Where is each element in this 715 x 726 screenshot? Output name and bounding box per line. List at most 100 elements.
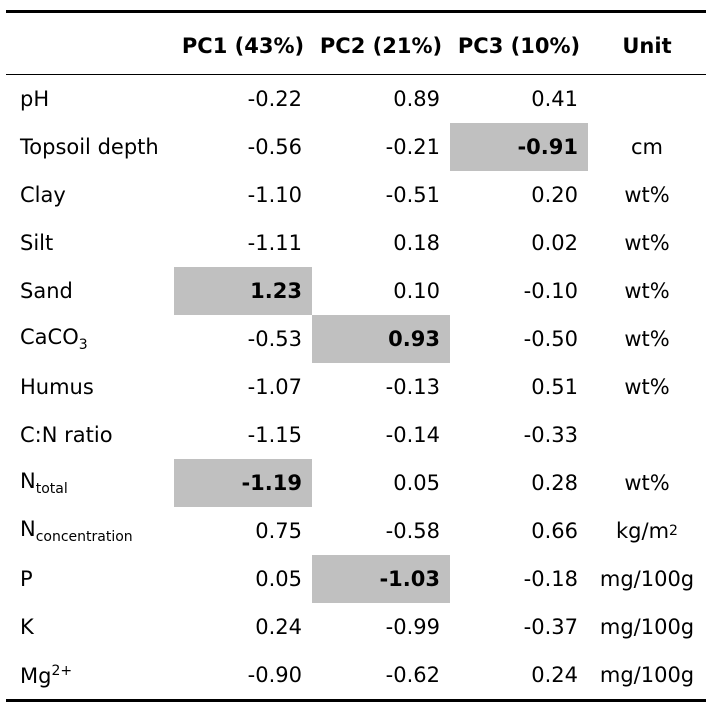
variable-name: P xyxy=(6,555,174,603)
variable-text: Humus xyxy=(20,375,94,399)
unit-text: cm xyxy=(630,135,663,159)
unit-cell: kg/m 2 xyxy=(588,507,706,555)
pc1-value: 0.75 xyxy=(255,519,302,543)
variable-name: C:N ratio xyxy=(6,411,174,459)
unit-cell: wt% xyxy=(588,315,706,363)
variable-name: Mg2+ xyxy=(6,651,174,699)
unit-cell: cm xyxy=(588,123,706,171)
header-pc1: PC1 (43%) xyxy=(181,33,305,58)
variable-label: P xyxy=(20,567,33,591)
variable-label: pH xyxy=(20,87,49,111)
header-unit: Unit xyxy=(622,33,672,58)
pc3-value: 0.51 xyxy=(531,375,578,399)
pc2-value: 0.10 xyxy=(393,279,440,303)
table-row: Nconcentration 0.75 -0.58 0.66 kg/m 2 xyxy=(6,507,706,555)
unit-cell: wt% xyxy=(588,363,706,411)
variable-label: CaCO3 xyxy=(20,325,88,353)
variable-name: Humus xyxy=(6,363,174,411)
header-rule xyxy=(6,74,706,75)
pc2-value: -0.14 xyxy=(385,423,440,447)
variable-text: Sand xyxy=(20,279,73,303)
header-variable xyxy=(6,13,174,74)
unit-cell: wt% xyxy=(588,459,706,507)
unit-text: mg/100g xyxy=(599,615,695,639)
unit-cell: wt% xyxy=(588,267,706,315)
variable-name: K xyxy=(6,603,174,651)
variable-label: Nconcentration xyxy=(20,517,133,545)
unit-cell xyxy=(588,411,706,459)
pc3-value: -0.33 xyxy=(523,423,578,447)
pc1-value: -1.07 xyxy=(247,375,302,399)
unit-text: mg/100g xyxy=(599,663,695,687)
variable-name: CaCO3 xyxy=(6,315,174,363)
pc3-value: 0.66 xyxy=(531,519,578,543)
top-rule xyxy=(6,10,706,13)
unit-cell: mg/100g xyxy=(588,555,706,603)
table-row: Humus -1.07 -0.13 0.51 wt% xyxy=(6,363,706,411)
unit-text: wt% xyxy=(624,471,670,495)
unit-text: wt% xyxy=(624,279,670,303)
table-row: Mg2+ -0.90 -0.62 0.24 mg/100g xyxy=(6,651,706,699)
unit-cell: mg/100g xyxy=(588,603,706,651)
pc3-value-highlighted: -0.91 xyxy=(450,123,588,171)
pc3-value: 0.24 xyxy=(531,663,578,687)
variable-text: Silt xyxy=(20,231,54,255)
unit-cell: wt% xyxy=(588,219,706,267)
variable-label: Sand xyxy=(20,279,73,303)
pc2-value-highlighted: -1.03 xyxy=(312,555,450,603)
pc1-value: -0.90 xyxy=(247,663,302,687)
pc3-value: 0.28 xyxy=(531,471,578,495)
unit-text: wt% xyxy=(624,327,670,351)
pc2-value: -0.99 xyxy=(385,615,440,639)
pc1-value: -1.11 xyxy=(247,231,302,255)
variable-subscript: total xyxy=(35,481,68,498)
unit-cell: mg/100g xyxy=(588,651,706,699)
variable-text: K xyxy=(20,615,34,639)
header-pc3: PC3 (10%) xyxy=(457,33,581,58)
variable-superscript: 2+ xyxy=(51,662,73,679)
variable-text: N xyxy=(20,468,36,493)
pc2-value: -0.51 xyxy=(385,183,440,207)
pc2-value: 0.18 xyxy=(393,231,440,255)
variable-label: Topsoil depth xyxy=(20,135,159,159)
pc2-value: -0.62 xyxy=(385,663,440,687)
variable-name: Ntotal xyxy=(6,459,174,507)
unit-text: wt% xyxy=(624,231,670,255)
table-row: Silt -1.11 0.18 0.02 wt% xyxy=(6,219,706,267)
variable-label: Ntotal xyxy=(20,469,68,497)
pc3-value: -0.37 xyxy=(523,615,578,639)
table-row: C:N ratio -1.15 -0.14 -0.33 xyxy=(6,411,706,459)
variable-text: CaCO xyxy=(20,324,79,349)
unit-text: mg/100g xyxy=(599,567,695,591)
variable-name: Nconcentration xyxy=(6,507,174,555)
unit-text: wt% xyxy=(624,375,670,399)
pc3-value: 0.41 xyxy=(531,87,578,111)
pc3-value: -0.50 xyxy=(523,327,578,351)
pc1-value: 0.24 xyxy=(255,615,302,639)
pca-loadings-table: PC1 (43%) PC2 (21%) PC3 (10%) Unit pH -0.… xyxy=(6,10,706,702)
table-row: Sand 1.23 0.10 -0.10 wt% xyxy=(6,267,706,315)
variable-label: K xyxy=(20,615,34,639)
pc1-value-highlighted: 1.23 xyxy=(174,267,312,315)
table-row: Clay -1.10 -0.51 0.20 wt% xyxy=(6,171,706,219)
variable-text: Topsoil depth xyxy=(20,135,159,159)
pc1-value: -1.10 xyxy=(247,183,302,207)
variable-label: Mg2+ xyxy=(20,663,72,688)
table-row: Ntotal -1.19 0.05 0.28 wt% xyxy=(6,459,706,507)
variable-text: C:N ratio xyxy=(20,423,113,447)
pc1-value-highlighted: -1.19 xyxy=(174,459,312,507)
pc3-value: 0.02 xyxy=(531,231,578,255)
variable-label: Silt xyxy=(20,231,53,255)
pc3-value: -0.10 xyxy=(523,279,578,303)
variable-name: Topsoil depth xyxy=(6,123,174,171)
variable-label: Clay xyxy=(20,183,66,207)
pc1-value: -0.56 xyxy=(247,135,302,159)
variable-name: Clay xyxy=(6,171,174,219)
table-row: K 0.24 -0.99 -0.37 mg/100g xyxy=(6,603,706,651)
bottom-rule xyxy=(6,699,706,702)
variable-name: Silt xyxy=(6,219,174,267)
header-pc2: PC2 (21%) xyxy=(319,33,443,58)
table-row: pH -0.22 0.89 0.41 xyxy=(6,75,706,123)
variable-subscript: 3 xyxy=(78,337,88,354)
table-row: Topsoil depth -0.56 -0.21 -0.91 cm xyxy=(6,123,706,171)
